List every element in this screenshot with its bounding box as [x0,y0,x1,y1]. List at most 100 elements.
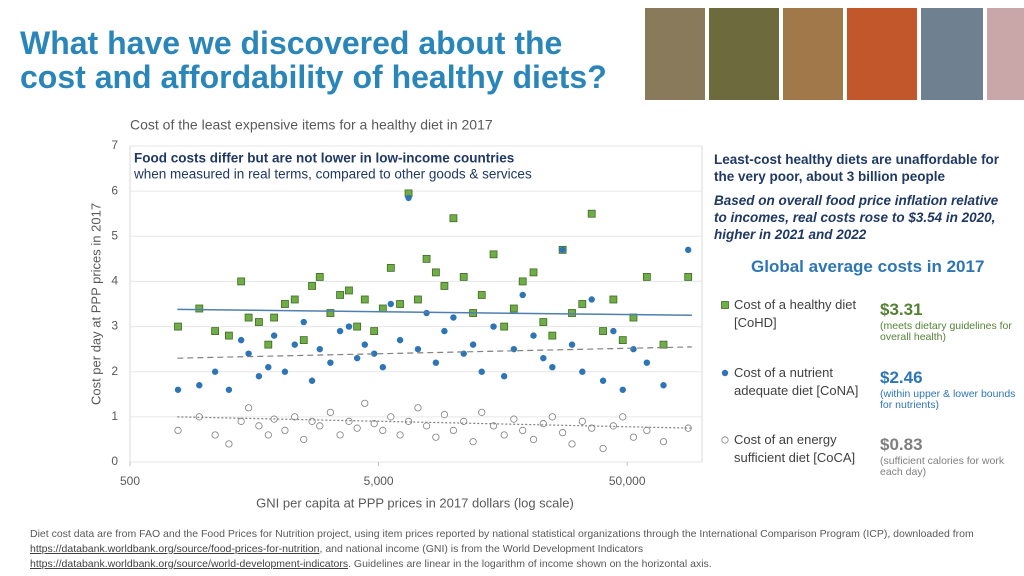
point [299,336,308,345]
point [270,313,279,322]
point [587,209,596,218]
point [315,273,324,281]
point [509,304,518,313]
point [379,426,387,434]
point [396,431,404,439]
point [308,377,316,384]
point [308,417,316,425]
legend-title: Global average costs in 2017 [751,257,985,276]
point [599,327,607,335]
link[interactable]: https://databank.worldbank.org/source/wo… [30,558,349,570]
point [255,373,263,380]
point [599,444,607,453]
point [459,273,468,281]
point [174,322,182,331]
trend-line [177,308,692,317]
annotation: when measured in real terms, compared to… [133,167,532,182]
point [477,291,486,299]
point [281,426,289,434]
y-tick-label: 2 [111,364,118,378]
point [353,424,361,432]
point [281,300,289,308]
y-tick-label: 1 [111,409,118,423]
point [643,359,651,366]
x-tick-label: 500 [120,474,140,488]
legend-symbol [721,369,729,377]
average-note: (within upper & lower bounds for nutrien… [880,388,1016,411]
point [211,327,220,335]
legend-marker [721,436,729,444]
point [360,295,369,304]
point [578,417,586,425]
point [441,327,448,335]
point [281,368,289,375]
point [449,214,458,223]
trend-line [177,416,692,429]
point [588,296,595,303]
link[interactable]: https://databank.worldbank.org/source/fo… [30,543,320,555]
point [291,413,299,421]
point [414,295,422,304]
point [225,440,233,448]
footnote-text: . Guidelines are linear in the logarithm… [348,558,712,570]
point [469,341,477,348]
annotation: Food costs differ but are not lower in l… [134,151,514,166]
point [244,313,253,322]
point [500,373,508,380]
point [422,254,431,263]
point [387,413,395,421]
point [618,336,627,345]
y-tick-label: 6 [111,183,118,197]
point [684,424,692,432]
point [578,300,587,308]
point [432,359,440,366]
point [610,327,617,335]
point [431,268,440,277]
point [370,327,379,335]
footnote-text: Diet cost data are from FAO and the Food… [30,528,974,540]
side-headline: Least-cost healthy diets are unaffordabl… [714,152,1000,184]
y-tick-label: 3 [111,319,118,333]
point [423,309,430,317]
point [316,345,323,353]
point [291,341,298,348]
point [568,309,576,317]
point [559,246,566,254]
point [353,322,362,331]
point [530,332,537,339]
point [579,368,586,375]
point [518,277,527,286]
point [548,413,556,421]
legend-marker [721,301,729,309]
slide-title: What have we discovered about the cost a… [20,26,607,94]
point [414,404,422,412]
point [336,431,344,439]
point [245,404,253,412]
point [540,354,547,362]
point [353,354,361,362]
point [490,323,497,330]
point [225,386,233,393]
y-tick-label: 7 [111,138,118,152]
point [660,382,667,389]
point [539,318,548,326]
point [265,364,272,371]
point [254,318,263,326]
point [378,304,387,313]
photo-strip [645,8,1024,100]
y-tick-label: 4 [111,274,118,288]
point [370,420,378,428]
average-note: (meets dietary guidelines for overall he… [880,320,1012,343]
average-value: $3.31 [880,300,923,319]
point [500,431,508,439]
point [211,431,219,439]
point [539,420,547,428]
point [529,268,538,277]
point [336,291,344,299]
point [225,331,233,340]
point [684,273,693,281]
y-tick-label: 0 [111,454,118,468]
point [174,426,182,434]
